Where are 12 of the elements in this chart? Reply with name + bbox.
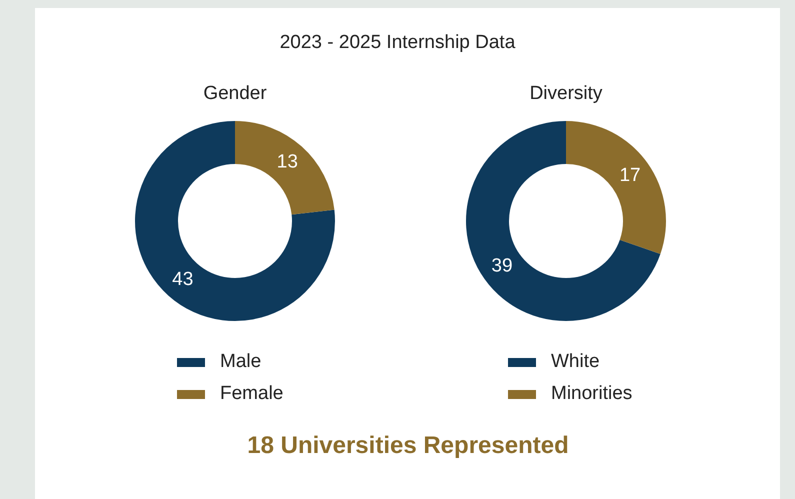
legend-label: Minorities bbox=[551, 383, 632, 405]
data-label: 43 bbox=[172, 268, 194, 290]
legend-label: Male bbox=[220, 351, 262, 373]
data-label: 39 bbox=[491, 256, 513, 277]
chart-subtitle: Diversity bbox=[528, 82, 604, 106]
data-label: 17 bbox=[619, 164, 641, 186]
text: 18 Universities Represented bbox=[246, 432, 570, 460]
data-label: 13 bbox=[276, 152, 298, 173]
legend-label: Female bbox=[220, 383, 284, 405]
legend-label: White bbox=[551, 351, 600, 373]
text: 2023 - 2025 Internship Data bbox=[278, 32, 516, 54]
chart-subtitle: Gender bbox=[202, 82, 268, 106]
